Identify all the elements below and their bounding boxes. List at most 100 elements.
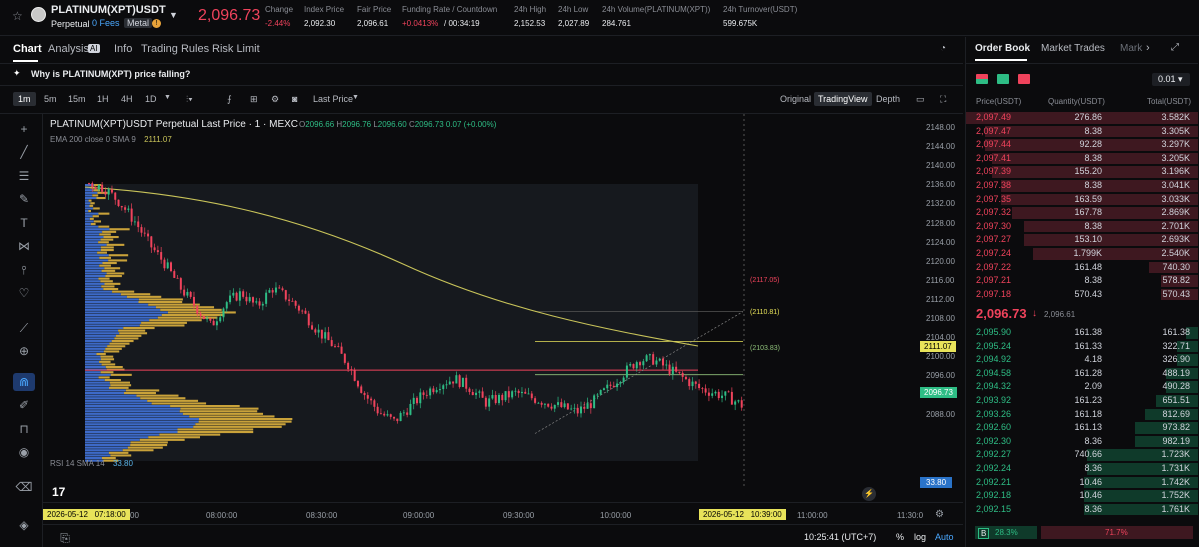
ask-row[interactable]: 2,097.21 8.38 578.82	[966, 274, 1198, 288]
bid-row[interactable]: 2,095.90 161.38 161.38	[966, 326, 1198, 340]
tab-info[interactable]: Info	[114, 43, 133, 55]
candle-body	[288, 299, 291, 301]
ask-row[interactable]: 2,097.30 8.38 2.701K	[966, 220, 1198, 234]
timeframe-15m[interactable]: 15m	[68, 94, 86, 104]
indicator-icon[interactable]: ⨍	[227, 94, 232, 104]
template-icon[interactable]: ⎘	[60, 531, 70, 545]
chevron-down-icon[interactable]: ▼	[169, 10, 178, 20]
timeframe-5m[interactable]: 5m	[44, 94, 57, 104]
view-tradingview[interactable]: TradingView	[814, 92, 872, 106]
ask-row[interactable]: 2,097.49 276.86 3.582K	[966, 111, 1198, 125]
volume-profile-bar	[85, 444, 131, 447]
trendline-icon[interactable]: ╱	[20, 145, 28, 159]
bid-row[interactable]: 2,092.15 8.36 1.761K	[966, 503, 1198, 517]
magnet-icon[interactable]: ⋒	[13, 373, 35, 391]
auto-toggle[interactable]: Auto	[935, 532, 954, 542]
bid-row[interactable]: 2,094.32 2.09 490.28	[966, 380, 1198, 394]
bid-row[interactable]: 2,092.30 8.36 982.19	[966, 435, 1198, 449]
ask-row[interactable]: 2,097.22 161.48 740.30	[966, 261, 1198, 275]
volume-profile-bar	[85, 420, 199, 423]
asks-only-icon[interactable]	[1018, 74, 1030, 84]
bids-only-icon[interactable]	[997, 74, 1009, 84]
bid-row[interactable]: 2,092.24 8.36 1.731K	[966, 462, 1198, 476]
fullscreen-icon[interactable]: ⛶	[940, 94, 947, 104]
heart-icon[interactable]: ♡	[18, 286, 30, 300]
info-icon[interactable]: !	[152, 19, 161, 28]
candle-body	[681, 372, 684, 377]
stat-value: +0.0413%	[402, 19, 439, 28]
bid-row[interactable]: 2,093.26 161.18 812.69	[966, 408, 1198, 422]
tab-risk-limit[interactable]: Risk Limit	[212, 43, 260, 55]
ask-row[interactable]: 2,097.41 8.38 3.205K	[966, 152, 1198, 166]
candle-type-icon[interactable]: ⫶▾	[186, 94, 193, 104]
volume-profile-bar	[106, 243, 125, 246]
tab-trading-rules[interactable]: Trading Rules	[141, 43, 210, 55]
view-depth[interactable]: Depth	[876, 94, 901, 104]
view-original[interactable]: Original	[780, 94, 812, 104]
bid-row[interactable]: 2,092.60 161.13 973.82	[966, 421, 1198, 435]
fib-icon[interactable]: ☰	[18, 169, 30, 183]
bid-row[interactable]: 2,094.58 161.28 488.19	[966, 367, 1198, 381]
candle-body	[671, 366, 674, 375]
lightning-icon[interactable]: ⚡	[862, 487, 876, 501]
ask-row[interactable]: 2,097.39 155.20 3.196K	[966, 165, 1198, 179]
timeframe-1h[interactable]: 1H	[97, 94, 109, 104]
log-toggle[interactable]: log	[914, 532, 927, 542]
tab-market-trades[interactable]: Market Trades	[1041, 43, 1105, 54]
ask-row[interactable]: 2,097.38 8.38 3.041K	[966, 179, 1198, 193]
tab-mark[interactable]: Mark	[1120, 43, 1143, 54]
lock-pen-icon[interactable]: ✐	[18, 398, 30, 412]
chevron-down-icon[interactable]: ▼	[352, 94, 359, 101]
timeframe-4h[interactable]: 4H	[121, 94, 133, 104]
both-sides-icon[interactable]	[976, 74, 988, 84]
tab-analysis[interactable]: Analysis	[48, 43, 89, 55]
ask-row[interactable]: 2,097.44 92.28 3.297K	[966, 138, 1198, 152]
ruler-icon[interactable]: ⟋	[19, 321, 29, 335]
chevron-down-icon[interactable]: ▼	[164, 94, 171, 101]
price-type-select[interactable]: Last Price	[313, 94, 354, 104]
bid-row[interactable]: 2,092.18 10.46 1.752K	[966, 489, 1198, 503]
tab-chart[interactable]: Chart	[13, 43, 42, 55]
zoom-icon[interactable]: ⊕	[18, 344, 30, 358]
pattern-icon[interactable]: ⋈	[18, 239, 30, 253]
layers-icon[interactable]: ◈	[19, 518, 29, 532]
bid-row[interactable]: 2,094.92 4.18 326.90	[966, 353, 1198, 367]
timeframe-1m[interactable]: 1m	[13, 92, 36, 106]
layout-icon[interactable]: ⊞	[250, 94, 258, 104]
settings-icon[interactable]: ⚙	[271, 94, 280, 104]
forecast-icon[interactable]: ⫯	[21, 263, 27, 277]
timeframe-1d[interactable]: 1D	[145, 94, 157, 104]
symbol-name[interactable]: PLATINUM(XPT)USDT	[51, 4, 166, 16]
brush-icon[interactable]: ✎	[18, 192, 30, 206]
lock-icon[interactable]: ⊓	[19, 422, 29, 436]
ask-row[interactable]: 2,097.18 570.43 570.43	[966, 288, 1198, 302]
chevron-right-icon[interactable]: ›	[1146, 42, 1150, 54]
percent-toggle[interactable]: %	[896, 532, 905, 542]
bid-row[interactable]: 2,092.21 10.46 1.742K	[966, 476, 1198, 490]
ask-row[interactable]: 2,097.24 1.799K 2.540K	[966, 247, 1198, 261]
star-icon[interactable]: ☆	[12, 9, 23, 23]
bid-row[interactable]: 2,092.27 740.66 1.723K	[966, 448, 1198, 462]
trash-icon[interactable]: ⌫	[15, 480, 33, 494]
bid-row[interactable]: 2,093.92 161.23 651.51	[966, 394, 1198, 408]
ask-row[interactable]: 2,097.32 167.78 2.869K	[966, 206, 1198, 220]
bid-row[interactable]: 2,095.24 161.33 322.71	[966, 340, 1198, 354]
expand-icon[interactable]: ⤢	[1171, 42, 1179, 53]
stat-value: -2.44%	[265, 19, 291, 28]
ask-row[interactable]: 2,097.47 8.38 3.305K	[966, 125, 1198, 139]
ai-question-link[interactable]: Why is PLATINUM(XPT) price falling?	[31, 69, 191, 79]
tab-order-book[interactable]: Order Book	[975, 43, 1031, 54]
bell-icon[interactable]: ◔	[940, 43, 947, 54]
crosshair-icon[interactable]: +	[20, 122, 28, 136]
volume-profile-bar	[85, 199, 89, 202]
ask-row[interactable]: 2,097.35 163.59 3.033K	[966, 193, 1198, 207]
panel-icon[interactable]: ▭	[916, 94, 925, 104]
price-chart[interactable]	[43, 114, 920, 487]
axis-settings-icon[interactable]: ⚙	[935, 509, 944, 520]
y-tick: 2128.00	[926, 218, 955, 228]
text-icon[interactable]: T	[20, 216, 28, 230]
eye-icon[interactable]: ◉	[18, 445, 30, 459]
camera-icon[interactable]: ◙	[292, 94, 298, 104]
ask-row[interactable]: 2,097.27 153.10 2.693K	[966, 233, 1198, 247]
step-select[interactable]: 0.01 ▾	[1152, 73, 1190, 86]
